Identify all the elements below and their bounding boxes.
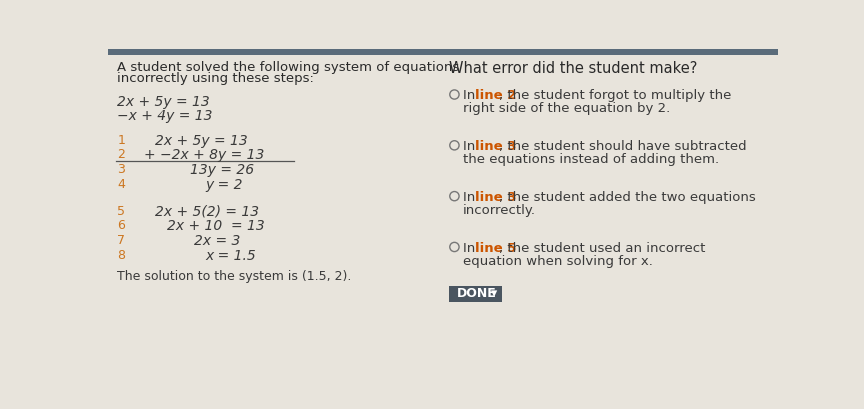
Text: DONE: DONE	[457, 288, 497, 301]
Text: −x + 4y = 13: −x + 4y = 13	[118, 109, 213, 123]
Text: , the student should have subtracted: , the student should have subtracted	[499, 140, 746, 153]
Text: line 3: line 3	[475, 191, 517, 204]
Text: In: In	[463, 191, 480, 204]
Text: 7: 7	[118, 234, 125, 247]
Text: A student solved the following system of equations: A student solved the following system of…	[118, 61, 460, 74]
FancyBboxPatch shape	[449, 286, 502, 302]
Text: , the student used an incorrect: , the student used an incorrect	[499, 242, 705, 254]
Text: line 2: line 2	[475, 89, 517, 102]
Text: equation when solving for x.: equation when solving for x.	[463, 255, 653, 267]
Text: In: In	[463, 242, 480, 254]
Text: 2x + 5y = 13: 2x + 5y = 13	[118, 95, 210, 109]
Text: incorrectly using these steps:: incorrectly using these steps:	[118, 72, 314, 85]
Text: 2x + 5y = 13: 2x + 5y = 13	[156, 134, 248, 148]
Text: 2x + 10  = 13: 2x + 10 = 13	[167, 219, 264, 233]
Text: In: In	[463, 89, 480, 102]
Text: 3: 3	[118, 163, 125, 176]
Text: incorrectly.: incorrectly.	[463, 204, 536, 217]
Text: 13y = 26: 13y = 26	[190, 163, 254, 177]
Text: In: In	[463, 140, 480, 153]
Text: right side of the equation by 2.: right side of the equation by 2.	[463, 102, 670, 115]
Text: 4: 4	[118, 178, 125, 191]
Text: + −2x + 8y = 13: + −2x + 8y = 13	[143, 148, 264, 162]
Text: 1: 1	[118, 134, 125, 147]
Text: ▾: ▾	[491, 288, 497, 301]
Text: 2: 2	[118, 148, 125, 162]
Text: line 5: line 5	[475, 242, 517, 254]
Text: 8: 8	[118, 249, 125, 261]
Text: 6: 6	[118, 219, 125, 232]
Text: the equations instead of adding them.: the equations instead of adding them.	[463, 153, 719, 166]
Text: What error did the student make?: What error did the student make?	[449, 61, 697, 76]
Text: x = 1.5: x = 1.5	[206, 249, 257, 263]
Text: The solution to the system is (1.5, 2).: The solution to the system is (1.5, 2).	[118, 270, 352, 283]
Text: 5: 5	[118, 204, 125, 218]
Text: 2x = 3: 2x = 3	[194, 234, 240, 248]
Text: y = 2: y = 2	[206, 178, 243, 192]
Text: , the student added the two equations: , the student added the two equations	[499, 191, 756, 204]
Text: , the student forgot to multiply the: , the student forgot to multiply the	[499, 89, 731, 102]
Text: 2x + 5(2) = 13: 2x + 5(2) = 13	[156, 204, 259, 219]
Text: line 3: line 3	[475, 140, 517, 153]
FancyBboxPatch shape	[108, 49, 778, 55]
